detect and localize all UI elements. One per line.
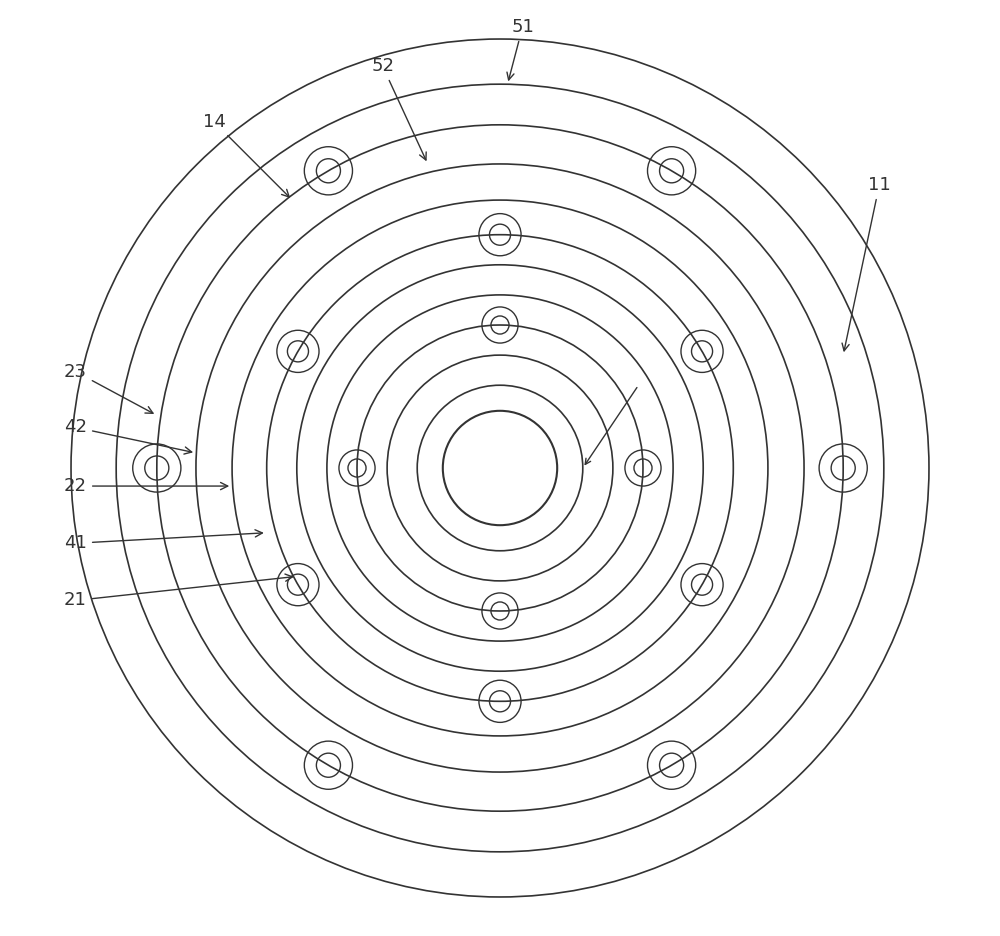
Text: 11: 11 [842,176,891,351]
Text: 41: 41 [64,530,262,552]
Text: 42: 42 [64,418,192,454]
Text: 22: 22 [64,477,228,495]
Text: 23: 23 [64,362,153,414]
Text: 14: 14 [203,113,289,197]
Text: 52: 52 [371,57,426,160]
Text: 51: 51 [507,18,534,80]
Text: 21: 21 [64,574,292,609]
